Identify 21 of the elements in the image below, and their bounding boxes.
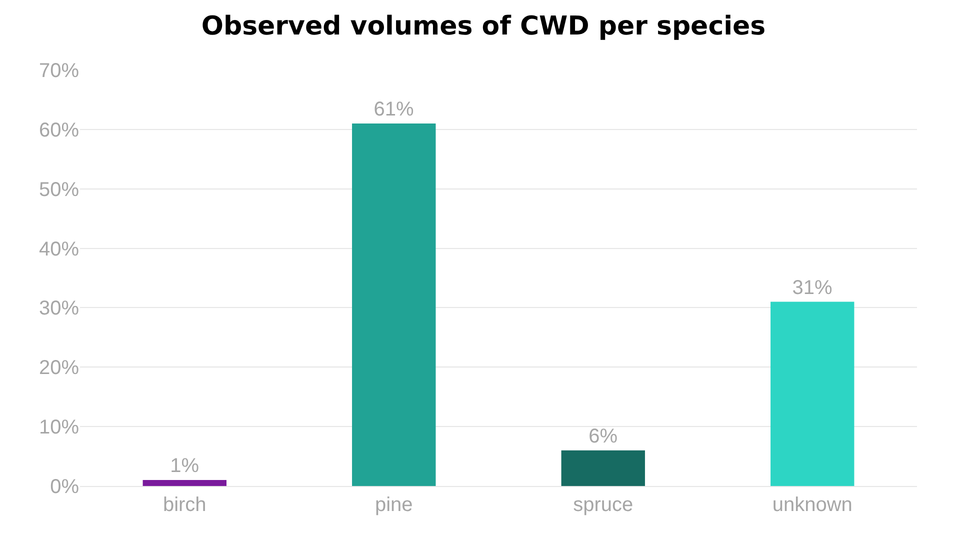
x-tick-label: spruce: [573, 494, 634, 516]
x-tick-label: unknown: [772, 494, 852, 516]
x-tick-label: pine: [374, 494, 413, 516]
y-tick-label: 70%: [38, 60, 80, 82]
y-tick-label: 40%: [38, 238, 80, 260]
y-tick-label: 10%: [38, 416, 80, 439]
data-label: 1%: [170, 455, 200, 478]
y-tick-label: 20%: [38, 357, 80, 380]
chart-title: Observed volumes of CWD per species: [201, 11, 766, 42]
data-label: 31%: [792, 276, 832, 299]
bar: [352, 123, 436, 486]
data-label: 61%: [374, 98, 414, 120]
data-label: 6%: [588, 425, 618, 448]
y-tick-label: 50%: [38, 178, 80, 201]
y-tick-label: 0%: [50, 476, 80, 498]
y-tick-label: 30%: [38, 298, 80, 320]
x-tick-label: birch: [162, 494, 206, 516]
bar: [142, 480, 226, 486]
y-tick-label: 60%: [38, 119, 80, 142]
bar: [770, 302, 854, 486]
bar: [561, 450, 645, 486]
